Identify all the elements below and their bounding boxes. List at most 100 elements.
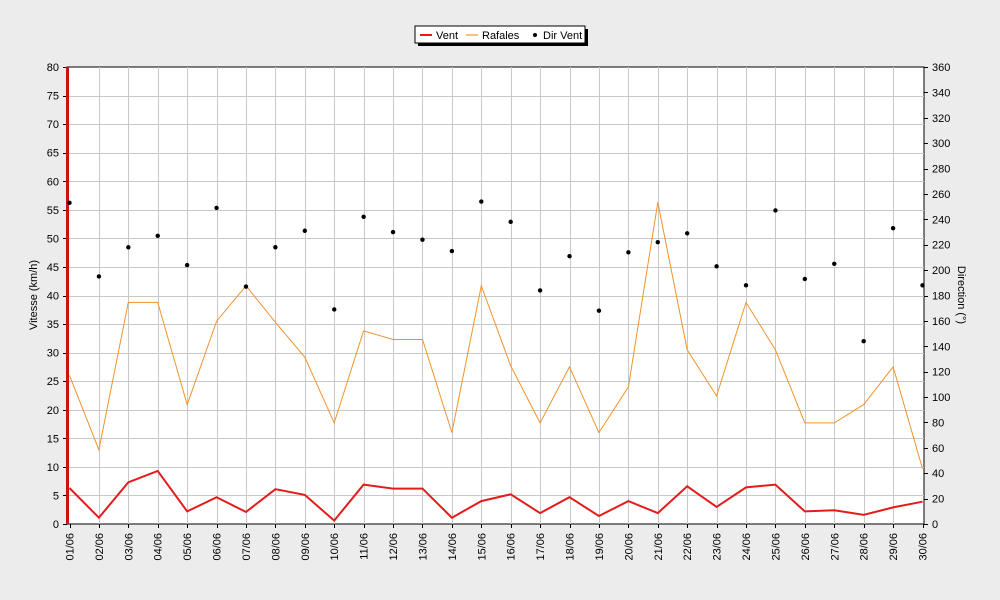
y2-tick-label: 200 (932, 265, 950, 277)
x-tick-label: 18/06 (565, 533, 577, 561)
series-vent-line (68, 469, 923, 523)
series-dir-vent-point (155, 233, 160, 239)
y-tick-label: 70 (47, 119, 59, 131)
series-dir-vent-point (214, 205, 219, 211)
series-dir-vent-point (67, 200, 72, 206)
series-dir-vent-point (537, 288, 543, 293)
x-tick-label: 06/06 (212, 533, 224, 561)
y2-tick-label: 180 (932, 291, 950, 303)
y-tick-label: 65 (47, 148, 59, 160)
x-tick-label: 07/06 (241, 533, 253, 561)
y2-tick-label: 120 (932, 367, 950, 379)
y2-tick-label: 40 (932, 468, 944, 480)
x-tick-label: 04/06 (153, 533, 165, 561)
x-tick-label: 16/06 (506, 533, 518, 561)
series-dir-vent-point (126, 245, 131, 250)
x-tick-label: 17/06 (535, 533, 547, 561)
y-axis-title: Vitesse (km/h) (28, 260, 40, 330)
x-tick-label: 20/06 (623, 533, 635, 561)
series-dir-vent-point (361, 214, 366, 219)
series-dir-vent-point (802, 276, 808, 282)
grid (67, 67, 924, 524)
y2-tick-label: 320 (932, 113, 950, 125)
series-dir-vent-point (832, 261, 837, 266)
x-tick-label: 21/06 (653, 533, 665, 561)
series-dir-vent-point (684, 231, 690, 236)
y2-tick-label: 240 (932, 214, 950, 226)
x-axis: 01/06 02/06 03/06 04/06 05/06 06/06 07/06 08/06… (65, 524, 930, 561)
x-tick-label: 05/06 (182, 533, 194, 561)
y2-axis-title: Direction (°) (955, 266, 967, 324)
x-tick-label: 26/06 (800, 533, 812, 561)
series-dir-vent-point (567, 253, 572, 259)
series-dir-vent-point (243, 284, 249, 289)
series-dir-vent-point (302, 228, 308, 233)
legend-dir-vent-swatch (533, 33, 537, 37)
y-tick-label: 35 (47, 319, 59, 331)
series-dir-vent-point (655, 239, 660, 245)
legend-dir-vent-label: Dir Vent (543, 30, 582, 42)
x-tick-label: 23/06 (712, 533, 724, 561)
y-tick-label: 80 (47, 62, 59, 74)
y2-tick-label: 220 (932, 240, 950, 252)
series-dir-vent-point (420, 237, 425, 242)
x-tick-label: 12/06 (388, 533, 400, 561)
y2-tick-label: 260 (932, 189, 950, 201)
series-dir-vent-point (449, 248, 455, 254)
series-dir-vent-point (479, 199, 484, 204)
y2-tick-label: 0 (932, 519, 938, 531)
x-tick-label: 03/06 (123, 533, 135, 561)
x-tick-label: 02/06 (94, 533, 106, 561)
y2-tick-label: 60 (932, 443, 944, 455)
legend-vent-label: Vent (436, 30, 458, 42)
series-dir-vent-point (273, 245, 278, 250)
y-tick-label: 60 (47, 176, 59, 188)
left-axis: 0 5 10 15 20 25 30 35 40 45 50 55 60 65 70 75 80 (47, 62, 67, 531)
y2-tick-label: 140 (932, 341, 950, 353)
x-tick-label: 29/06 (888, 533, 900, 561)
y2-tick-label: 300 (932, 138, 950, 150)
series-dir-vent-point (920, 283, 925, 288)
x-tick-label: 25/06 (770, 533, 782, 561)
y2-tick-label: 160 (932, 316, 950, 328)
plot-area (66, 66, 925, 525)
y2-tick-label: 340 (932, 87, 950, 99)
x-tick-label: 27/06 (829, 533, 841, 561)
x-tick-label: 10/06 (329, 533, 341, 561)
series-dir-vent-point (890, 226, 896, 231)
x-tick-label: 24/06 (741, 533, 753, 561)
y-tick-label: 25 (47, 376, 59, 388)
y-tick-label: 15 (47, 433, 59, 445)
series-dir-vent-point (596, 308, 602, 313)
legend-rafales-label: Rafales (482, 30, 520, 42)
x-tick-label: 13/06 (417, 533, 429, 561)
x-tick-label: 01/06 (65, 533, 77, 561)
y-tick-label: 45 (47, 262, 59, 274)
y-tick-label: 20 (47, 405, 59, 417)
y2-tick-label: 100 (932, 392, 950, 404)
y-tick-label: 10 (47, 462, 59, 474)
y2-tick-label: 20 (932, 494, 944, 506)
y-tick-label: 75 (47, 91, 59, 103)
series-dir-vent-point (773, 208, 778, 213)
series-dir-vent-point (626, 250, 631, 255)
x-tick-label: 09/06 (300, 533, 312, 561)
y2-tick-label: 80 (932, 417, 944, 429)
y-tick-label: 5 (53, 490, 59, 502)
series-dir-vent-point (390, 229, 396, 235)
series-layer (67, 199, 925, 523)
series-dir-vent-point (743, 283, 749, 288)
x-tick-label: 19/06 (594, 533, 606, 561)
series-dir-vent-point (332, 307, 337, 312)
x-tick-label: 28/06 (859, 533, 871, 561)
x-tick-label: 11/06 (359, 533, 371, 560)
y-tick-label: 40 (47, 291, 59, 303)
y2-tick-label: 360 (932, 62, 950, 74)
right-axis: 0 20 40 60 80 100 120 140 160 180 200 220 240 260 280 3… (924, 62, 950, 531)
legend-box (414, 25, 586, 44)
series-dir-vent-point (714, 264, 719, 269)
y-tick-label: 30 (47, 348, 59, 360)
series-dir-vent-point (96, 274, 102, 279)
x-tick-label: 22/06 (682, 533, 694, 561)
